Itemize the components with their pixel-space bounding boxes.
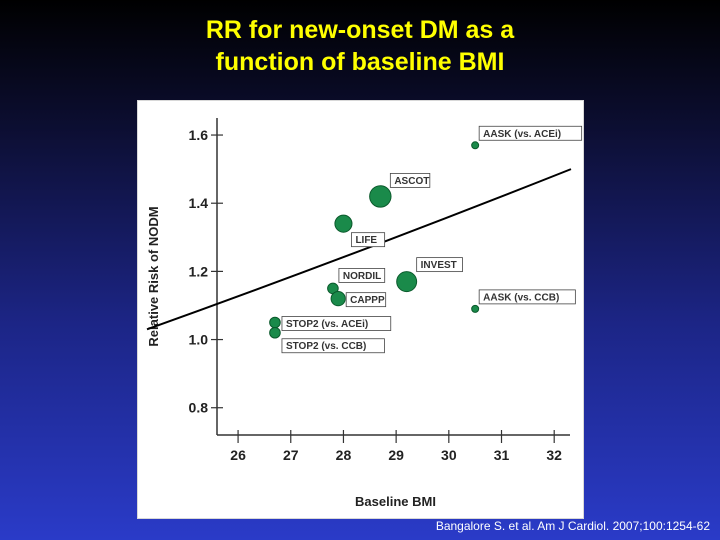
x-tick-label-3: 29	[388, 447, 404, 463]
point-label-aask-vs-acei: AASK (vs. ACEi)	[483, 129, 561, 140]
x-tick-label-2: 28	[336, 447, 352, 463]
point-label-box-invest	[416, 257, 463, 273]
trend-line	[146, 168, 572, 331]
x-axis-title: Baseline BMI	[355, 494, 436, 509]
point-label-aask-vs-ccb: AASK (vs. CCB)	[483, 292, 559, 303]
point-label-ascot: ASCOT	[394, 176, 429, 187]
scatter-chart: 0.8 1.0 1.2 1.4 1.6 26 27 28 29 30 31 32 Baseline BM…	[146, 118, 583, 509]
point-stop2-vs-acei	[269, 316, 281, 329]
point-cappp	[330, 291, 346, 307]
y-axis-title: Relative Risk of NODM	[146, 206, 161, 346]
point-label-box-ascot	[389, 172, 431, 188]
point-label-nordil: NORDIL	[343, 271, 381, 282]
x-tick-label-4: 30	[441, 447, 457, 463]
point-label-box-aask-vs-ccb	[478, 289, 576, 305]
y-tick-label-1: 1.0	[189, 332, 209, 348]
y-tick-label-2: 1.2	[189, 263, 209, 279]
x-tick-label-1: 27	[283, 447, 299, 463]
point-label-cappp: CAPPP	[350, 295, 385, 306]
slide-title: RR for new-onset DM as a function of bas…	[0, 14, 720, 78]
citation: Bangalore S. et al. Am J Cardiol. 2007;1…	[435, 519, 710, 533]
point-stop2-vs-ccb	[269, 326, 281, 339]
point-life	[334, 214, 353, 233]
slide-title-line-2: function of baseline BMI	[215, 48, 505, 76]
point-label-stop2-vs-ccb: STOP2 (vs. CCB)	[286, 341, 366, 352]
x-tick-label-5: 31	[494, 447, 510, 463]
x-tick-label-6: 32	[546, 447, 562, 463]
point-label-life: LIFE	[355, 235, 377, 246]
y-tick-label-4: 1.6	[189, 127, 209, 143]
slide-title-line-1: RR for new-onset DM as a	[205, 16, 515, 44]
point-ascot	[369, 185, 392, 208]
y-tick-label-3: 1.4	[189, 195, 209, 211]
point-aask-vs-ccb	[471, 304, 480, 313]
point-label-box-aask-vs-acei	[478, 125, 583, 141]
point-label-stop2-vs-acei: STOP2 (vs. ACEi)	[286, 319, 368, 330]
point-aask-vs-acei	[471, 141, 480, 150]
point-label-invest: INVEST	[421, 260, 457, 271]
point-label-box-nordil	[338, 268, 386, 283]
point-invest	[396, 271, 418, 293]
x-tick-label-0: 26	[230, 447, 246, 463]
y-tick-label-0: 0.8	[189, 400, 209, 416]
point-label-box-stop2-vs-ccb	[281, 338, 385, 354]
point-label-box-life	[351, 232, 386, 248]
point-label-box-stop2-vs-acei	[281, 316, 392, 331]
point-label-box-cappp	[345, 292, 387, 308]
chart-panel: 0.8 1.0 1.2 1.4 1.6 26 27 28 29 30 31 32 Baseline BM…	[137, 100, 584, 519]
